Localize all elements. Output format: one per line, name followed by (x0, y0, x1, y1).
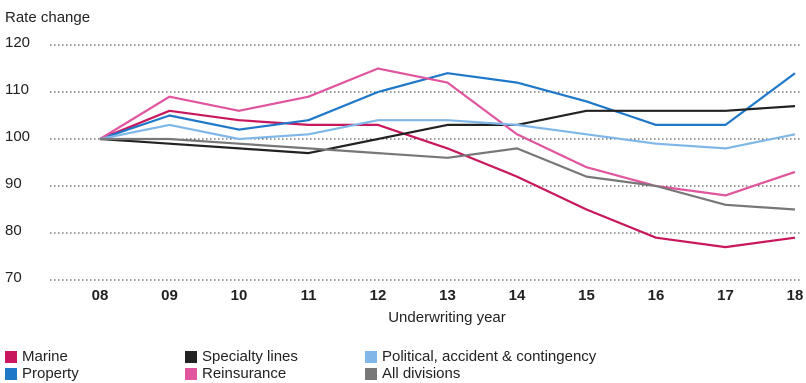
x-tick-label: 17 (717, 287, 734, 304)
y-tick-label: 90 (5, 175, 22, 192)
x-tick-label: 13 (439, 287, 456, 304)
series-line (99, 72, 796, 141)
x-tick-label: 11 (301, 287, 317, 304)
legend-swatch (365, 368, 377, 380)
y-axis-label: Rate change (5, 9, 90, 26)
x-tick-label: 14 (509, 287, 526, 304)
legend-swatch (365, 351, 377, 363)
x-axis-label: Underwriting year (388, 309, 506, 326)
legend-label: Political, accident & contingency (382, 348, 597, 365)
y-tick-label: 110 (5, 81, 29, 98)
legend-swatch (185, 351, 197, 363)
series-line (99, 67, 796, 197)
x-tick-label: 15 (578, 287, 595, 304)
legend-swatch (5, 368, 17, 380)
legend-label: All divisions (382, 365, 460, 382)
x-tick-label: 09 (161, 287, 178, 304)
y-tick-label: 100 (5, 128, 30, 145)
legend-swatch (5, 351, 17, 363)
series-line (99, 105, 796, 155)
legend-label: Property (22, 365, 79, 382)
series-line (100, 137, 796, 211)
y-tick-label: 80 (5, 222, 22, 239)
legend-label: Specialty lines (202, 348, 298, 365)
legend-label: Marine (22, 348, 68, 365)
legend-swatch (185, 368, 197, 380)
y-tick-label: 70 (5, 269, 22, 286)
x-tick-label: 08 (92, 287, 109, 304)
series-line (99, 109, 796, 249)
x-tick-label: 16 (648, 287, 665, 304)
legend-label: Reinsurance (202, 365, 286, 382)
y-tick-label: 120 (5, 34, 30, 51)
series-line (99, 119, 796, 150)
x-tick-label: 10 (231, 287, 248, 304)
x-tick-label: 12 (370, 287, 387, 304)
x-tick-label: 18 (787, 287, 804, 304)
